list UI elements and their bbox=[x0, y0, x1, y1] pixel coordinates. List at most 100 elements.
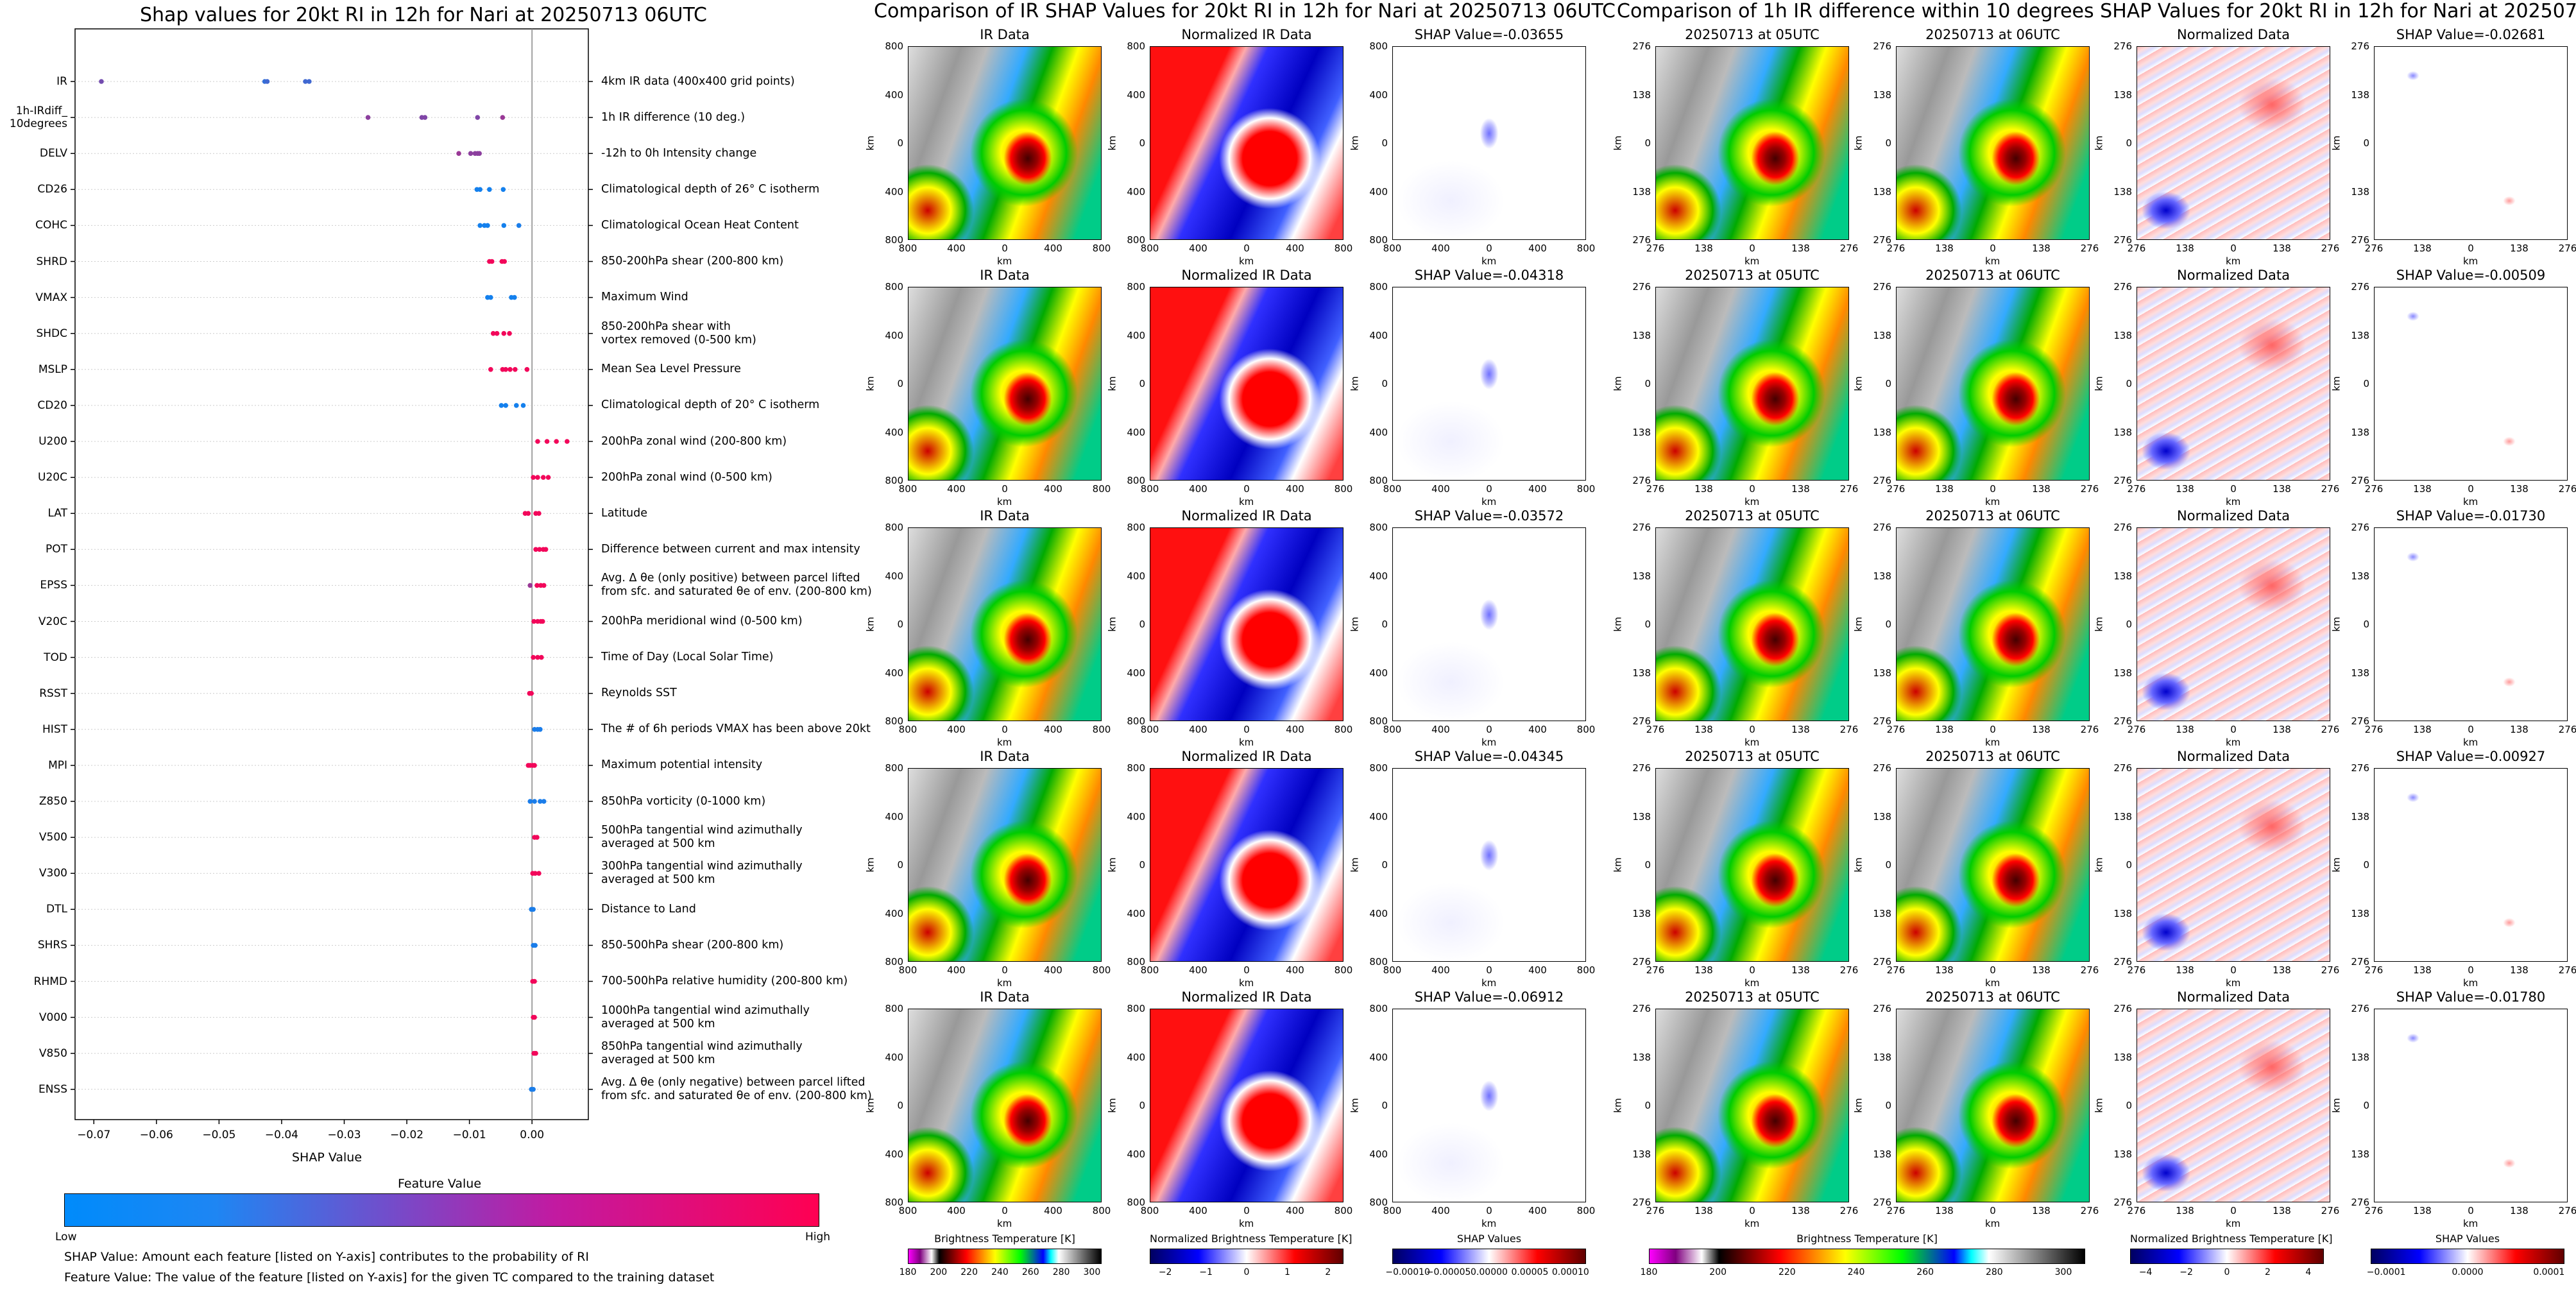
y-tick-label: 276 bbox=[2351, 522, 2369, 533]
y-tick-label: 800 bbox=[1369, 1197, 1388, 1208]
y-tick-label: 800 bbox=[1369, 762, 1388, 774]
y-tick-label: 276 bbox=[1873, 956, 1891, 968]
shap-point bbox=[502, 259, 508, 264]
y-axis-label: km bbox=[2093, 617, 2105, 632]
y-axis-label: km bbox=[1106, 1098, 1118, 1113]
y-tick-label: 276 bbox=[2113, 475, 2132, 486]
feature-name: LAT bbox=[47, 507, 67, 520]
x-tick-label: 0 bbox=[1243, 724, 1250, 735]
x-tick-label: −0.06 bbox=[140, 1129, 173, 1141]
x-tick-label: 0 bbox=[2468, 243, 2474, 254]
panel-title: Normalized IR Data bbox=[1181, 989, 1312, 1005]
panel-title: IR Data bbox=[980, 268, 1030, 283]
x-axis-label: km bbox=[997, 1218, 1012, 1229]
colorbar-label: Brightness Temperature [K] bbox=[1796, 1233, 1938, 1245]
colorbar-tick-label: 300 bbox=[2054, 1267, 2072, 1277]
y-tick-label: 800 bbox=[1369, 522, 1388, 533]
shap-point bbox=[541, 799, 547, 804]
x-tick-label: 400 bbox=[1431, 483, 1450, 495]
diff-shap-panel bbox=[2374, 527, 2568, 721]
panel-title: Normalized Data bbox=[2177, 989, 2290, 1005]
colorbar-tick-label: 4 bbox=[2305, 1267, 2312, 1277]
x-tick-label: 800 bbox=[1140, 483, 1159, 495]
feature-name: SHRD bbox=[36, 255, 67, 268]
feature-name: Z850 bbox=[38, 795, 67, 808]
diff-shap-panel bbox=[2374, 46, 2568, 240]
ir-shap-panel bbox=[1392, 46, 1586, 240]
x-tick-label: 138 bbox=[1694, 483, 1713, 495]
x-axis-label: km bbox=[1744, 496, 1760, 508]
x-tick-label: 400 bbox=[1189, 483, 1207, 495]
x-tick-label: 800 bbox=[1576, 243, 1596, 254]
y-tick-label: 400 bbox=[1127, 667, 1145, 679]
shap-point bbox=[533, 943, 538, 948]
y-tick-label: 276 bbox=[2351, 475, 2369, 486]
panel-title: Normalized Data bbox=[2177, 27, 2290, 42]
x-tick-label: 800 bbox=[1383, 243, 1402, 254]
normalized-ir-panel bbox=[1150, 46, 1343, 240]
y-tick-label: 276 bbox=[1873, 281, 1891, 293]
diff-shap-panel bbox=[2374, 768, 2568, 962]
ir-06utc-panel bbox=[1896, 287, 2090, 481]
panel-title: 20250713 at 05UTC bbox=[1685, 989, 1820, 1005]
x-axis-label: km bbox=[1481, 737, 1497, 748]
y-tick-label: 276 bbox=[2351, 1197, 2369, 1208]
shap-point bbox=[303, 79, 308, 84]
x-tick-label: 400 bbox=[1431, 724, 1450, 735]
ir-data-panel bbox=[908, 527, 1102, 721]
panel-title: SHAP Value=-0.03572 bbox=[1414, 508, 1564, 524]
x-tick-label: 0 bbox=[1749, 724, 1755, 735]
feature-description: Climatological Ocean Heat Content bbox=[601, 218, 799, 232]
shap-point bbox=[525, 511, 531, 516]
x-tick-label: 0 bbox=[1990, 964, 1996, 976]
x-axis-label: km bbox=[1239, 496, 1254, 508]
y-tick-label: 276 bbox=[2351, 762, 2369, 774]
ir-comparison-title: Comparison of IR SHAP Values for 20kt RI… bbox=[874, 0, 1616, 22]
x-tick-label: 0 bbox=[1002, 964, 1008, 976]
y-tick-label: 138 bbox=[2113, 570, 2132, 582]
ir-shap-panel bbox=[1392, 287, 1586, 481]
colorbar-tick-label: 180 bbox=[899, 1267, 917, 1277]
colorbar-label: SHAP Values bbox=[1456, 1233, 1522, 1245]
feature-name: SHRS bbox=[37, 939, 67, 952]
y-tick-label: 400 bbox=[1369, 185, 1388, 198]
x-tick-label: 800 bbox=[1140, 724, 1159, 735]
x-tick-label: 0 bbox=[1749, 964, 1755, 976]
x-tick-label: 138 bbox=[2413, 724, 2432, 735]
x-tick-label: 400 bbox=[1431, 964, 1450, 976]
y-tick-label: 0 bbox=[2363, 859, 2369, 871]
x-tick-label: 0 bbox=[1243, 1205, 1250, 1216]
x-tick-label: 138 bbox=[2032, 964, 2051, 976]
y-axis-label: km bbox=[2330, 135, 2342, 151]
shap-point bbox=[531, 619, 536, 624]
ir-shap-panel bbox=[1392, 527, 1586, 721]
panel-title: 20250713 at 06UTC bbox=[1925, 27, 2060, 42]
x-tick-label: 138 bbox=[2176, 964, 2194, 976]
y-axis-label: km bbox=[1349, 617, 1361, 632]
shap-point bbox=[520, 403, 526, 408]
colorbar-tick-label: 0 bbox=[1243, 1267, 1250, 1277]
shap-point bbox=[554, 439, 559, 444]
x-tick-label: 0 bbox=[1243, 243, 1250, 254]
feature-description: 850-200hPa shear with vortex removed (0-5… bbox=[601, 320, 756, 346]
panel-title: IR Data bbox=[980, 27, 1030, 42]
shap-point bbox=[468, 151, 473, 156]
y-tick-label: 800 bbox=[1127, 762, 1145, 774]
y-axis-label: km bbox=[2330, 1098, 2342, 1113]
y-tick-label: 138 bbox=[1632, 1051, 1651, 1063]
shap-point bbox=[539, 654, 544, 660]
y-tick-label: 800 bbox=[1127, 956, 1145, 968]
panel-title: SHAP Value=-0.02681 bbox=[2396, 27, 2546, 42]
feature-description: Maximum potential intensity bbox=[601, 758, 763, 772]
x-tick-label: 400 bbox=[947, 243, 966, 254]
x-tick-label: −0.01 bbox=[453, 1129, 486, 1141]
x-tick-label: 0 bbox=[1990, 483, 1996, 495]
x-tick-label: 138 bbox=[2176, 243, 2194, 254]
x-tick-label: 138 bbox=[2273, 1205, 2291, 1216]
normalized-diff-panel bbox=[2137, 768, 2330, 962]
shap-point bbox=[456, 151, 461, 156]
shap-point bbox=[494, 330, 500, 336]
plot-frame bbox=[74, 28, 589, 1120]
feature-description: Maximum Wind bbox=[601, 291, 688, 304]
colorbar-tick-label: 200 bbox=[1709, 1267, 1727, 1277]
